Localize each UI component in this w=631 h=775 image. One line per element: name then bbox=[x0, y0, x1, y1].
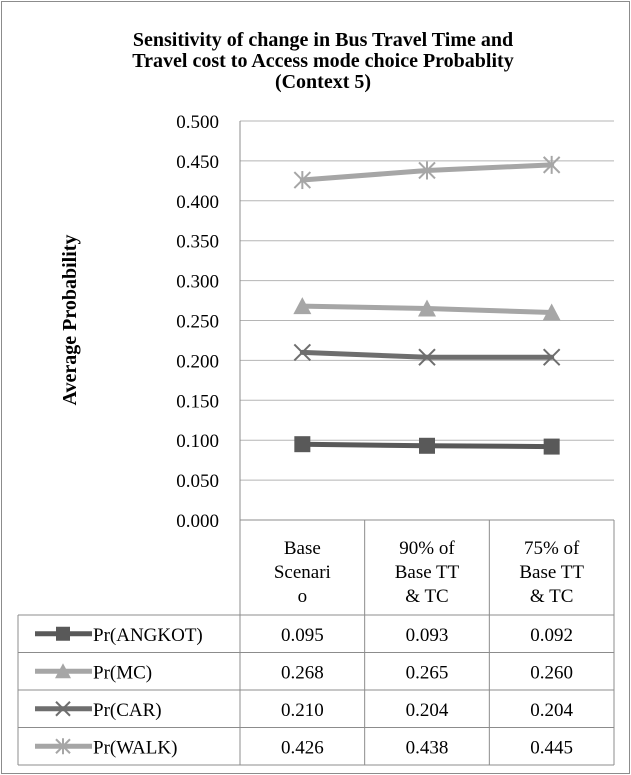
table-cell-value: 0.426 bbox=[281, 737, 324, 758]
y-axis-label: Average Probability bbox=[59, 235, 81, 406]
series-prwalk bbox=[293, 155, 561, 190]
y-tick-label: 0.400 bbox=[176, 192, 219, 213]
y-tick-label: 0.200 bbox=[176, 351, 219, 372]
data-point-x-stroke bbox=[293, 343, 312, 362]
y-axis-title: Average Probability bbox=[59, 235, 81, 406]
data-point-x bbox=[418, 348, 436, 366]
category-label: 90% of bbox=[399, 538, 455, 559]
data-point-triangle bbox=[418, 299, 436, 317]
table-cell-value: 0.092 bbox=[530, 625, 573, 646]
data-point-x-stroke bbox=[542, 348, 561, 366]
data-point-x bbox=[293, 343, 312, 362]
chart-title-line: Sensitivity of change in Bus Travel Time… bbox=[133, 29, 513, 51]
y-tick-label: 0.350 bbox=[176, 232, 219, 253]
data-point-triangle bbox=[55, 663, 71, 679]
series-prcar bbox=[293, 343, 561, 366]
data-point-x bbox=[55, 701, 71, 717]
category-label: Base TT bbox=[519, 562, 584, 583]
data-point-star bbox=[418, 161, 436, 180]
y-axis-ticks: 0.000 0.050 0.100 0.150 0.200 0.250 0.300 0.350… bbox=[176, 112, 219, 532]
y-tick-label: 0.100 bbox=[176, 431, 219, 452]
data-point-x bbox=[542, 348, 561, 366]
table-cell-value: 0.210 bbox=[281, 700, 324, 721]
data-point-x-stroke bbox=[55, 701, 71, 717]
data-point-triangle bbox=[542, 303, 561, 321]
category-label: o bbox=[298, 586, 308, 607]
data-point-square bbox=[294, 436, 311, 453]
category-label: Base bbox=[284, 538, 321, 559]
y-tick-label: 0.300 bbox=[176, 272, 219, 293]
y-tick-label: 0.150 bbox=[176, 391, 219, 412]
category-label: Base TT bbox=[395, 562, 460, 583]
legend-label: Pr(CAR) bbox=[93, 700, 162, 721]
plot-series bbox=[293, 155, 561, 455]
legend-label: Pr(WALK) bbox=[93, 737, 177, 758]
y-tick-label: 0.050 bbox=[176, 471, 219, 492]
data-point-square bbox=[56, 626, 70, 641]
category-label: & TC bbox=[530, 586, 573, 607]
data-point-x-stroke bbox=[418, 348, 436, 366]
table-cell-value: 0.438 bbox=[406, 737, 449, 758]
table-cell-value: 0.093 bbox=[406, 625, 449, 646]
data-point-star bbox=[55, 738, 71, 755]
category-label: 75% of bbox=[524, 538, 580, 559]
data-table: Base Scenari o 90% of Base TT & TC 75% of Base … bbox=[17, 519, 615, 766]
y-tick-label: 0.250 bbox=[176, 312, 219, 333]
y-tick-label: 0.500 bbox=[176, 112, 219, 133]
legend-label: Pr(MC) bbox=[93, 662, 152, 683]
series-prmc bbox=[293, 297, 561, 321]
data-point-star bbox=[293, 171, 312, 190]
y-tick-label: 0.000 bbox=[176, 511, 219, 532]
table-cell-value: 0.204 bbox=[530, 700, 573, 721]
data-point-triangle bbox=[293, 297, 312, 315]
table-cell-value: 0.204 bbox=[406, 700, 449, 721]
table-cell-value: 0.445 bbox=[530, 737, 573, 758]
table-cell-value: 0.095 bbox=[281, 625, 324, 646]
chart-title-line: (Context 5) bbox=[275, 71, 371, 93]
legend-label: Pr(ANGKOT) bbox=[93, 625, 203, 646]
category-label: Scenari bbox=[274, 562, 331, 583]
data-point-square bbox=[543, 438, 560, 455]
table-cell-value: 0.260 bbox=[530, 662, 573, 683]
category-label: & TC bbox=[405, 586, 448, 607]
series-prangkot bbox=[294, 436, 560, 455]
data-point-star bbox=[542, 155, 561, 174]
table-cell-value: 0.265 bbox=[406, 662, 449, 683]
chart-title-line: Travel cost to Access mode choice Probab… bbox=[132, 50, 513, 72]
chart-title: Sensitivity of change in Bus Travel Time… bbox=[132, 29, 513, 93]
table-cell-value: 0.268 bbox=[281, 662, 324, 683]
y-tick-label: 0.450 bbox=[176, 152, 219, 173]
data-point-square bbox=[419, 437, 435, 454]
